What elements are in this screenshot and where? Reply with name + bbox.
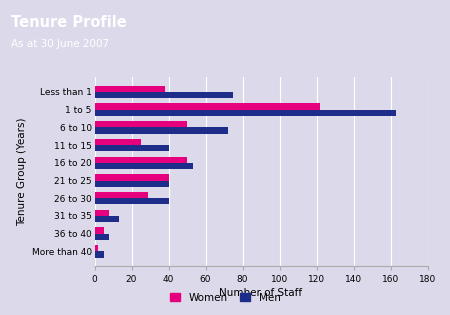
Bar <box>94 110 396 116</box>
Y-axis label: Tenure Group (Years): Tenure Group (Years) <box>18 117 27 226</box>
Bar <box>94 198 168 204</box>
Bar <box>94 180 168 187</box>
Bar <box>94 157 187 163</box>
Bar <box>94 210 109 216</box>
Bar <box>94 245 98 251</box>
Bar <box>94 92 233 98</box>
Bar <box>94 86 165 92</box>
Bar <box>94 145 168 151</box>
Bar <box>94 127 228 134</box>
Bar <box>94 163 193 169</box>
X-axis label: Number of Staff: Number of Staff <box>220 288 302 298</box>
Bar <box>94 139 141 145</box>
Legend: Women, Men: Women, Men <box>170 293 280 303</box>
Bar <box>94 121 187 127</box>
Bar <box>94 251 104 258</box>
Text: Tenure Profile: Tenure Profile <box>11 15 127 31</box>
Bar <box>94 227 104 234</box>
Bar <box>94 234 109 240</box>
Text: As at 30 June 2007: As at 30 June 2007 <box>11 38 109 49</box>
Bar <box>94 174 168 180</box>
Bar <box>94 216 118 222</box>
Bar <box>94 192 148 198</box>
Bar <box>94 104 320 110</box>
